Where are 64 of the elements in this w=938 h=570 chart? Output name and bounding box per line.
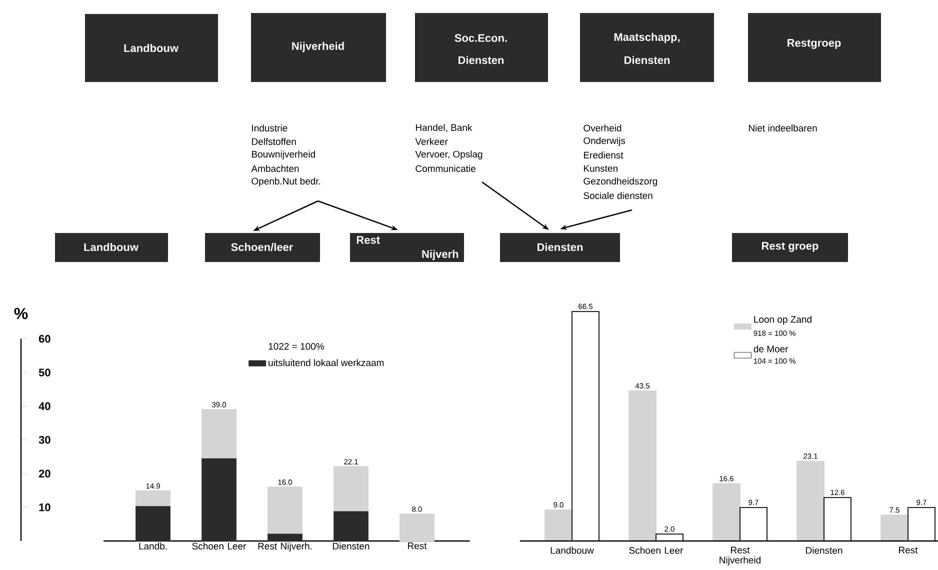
y-tick-label: 40 [38,402,50,410]
y-tick-label: 50 [38,368,50,376]
legend-title: 1022 = 100% [268,342,324,350]
y-tick-label: 10 [39,503,50,512]
text: Diensten [458,56,504,64]
y-tick-label: 60 [38,334,50,343]
text: Kunsten [584,165,618,172]
text: Overheid [584,124,622,132]
y-axis-title: % [14,308,28,320]
bar [268,486,302,535]
y-tick-label: 20 [38,470,50,478]
bar [796,460,824,542]
x-tick-label: Rest [408,542,427,550]
x-tick-label: Rest [899,546,918,554]
x-tick-label: Schoen Leer [192,542,246,550]
bar [334,511,368,542]
bar [136,506,170,542]
x-tick-label: Diensten [333,542,370,550]
text: Handel, Bank [416,124,472,132]
text: Rest groep [762,242,818,252]
text: Onderwijs [584,137,626,146]
text: Delfstoffen [252,138,296,145]
text: Communicatie [416,165,476,172]
text: Diensten [538,242,583,252]
bar [202,458,236,542]
text: Niet indeelbaren [748,124,817,132]
text: Schoen/leer [231,242,294,252]
bar [712,483,740,542]
x-tick-label: Rest Nijverh. [258,542,312,552]
x-tick-label: Landbouw [550,546,594,554]
text: Nijverh [422,250,458,260]
bar [202,409,236,460]
bar [880,514,908,542]
text: Restgroep [788,39,841,49]
text: Nijverheid [292,42,344,52]
text: Ambachten [251,165,299,172]
bar [268,534,302,542]
legend-label: uitsluitend lokaal werkzaam [268,359,384,366]
text: Industrie [252,124,288,132]
bar [544,509,572,542]
text: Landbouw [84,242,139,252]
x-tick-label: Rest Nijverheid [720,546,760,566]
text: Verkeer [415,138,448,145]
text: Landbouw [124,44,179,52]
text: Sociale diensten [584,192,652,199]
bar [628,390,656,542]
legend-label: de Moer [754,345,788,352]
text: Vervoer, Opslag [415,150,482,160]
text: Soc.Econ. [454,34,507,42]
text: Bouwnijverheid [252,150,316,160]
text: Eredienst [584,152,624,158]
x-tick-label: Landb. [139,542,167,550]
bar [334,466,368,512]
bar [136,490,170,508]
bar [400,514,434,542]
x-tick-label: Diensten [806,546,842,554]
y-tick-label: 30 [38,436,50,444]
legend-label: Loon op Zand [754,316,812,325]
text: Maatschapp, [614,32,680,44]
x-tick-label: Schoen Leer [629,546,684,554]
text: Gezondheidszorg [584,178,658,186]
text: Diensten [624,56,670,64]
text: Openb.Nut bedr. [252,178,320,186]
text: Rest [356,236,380,244]
